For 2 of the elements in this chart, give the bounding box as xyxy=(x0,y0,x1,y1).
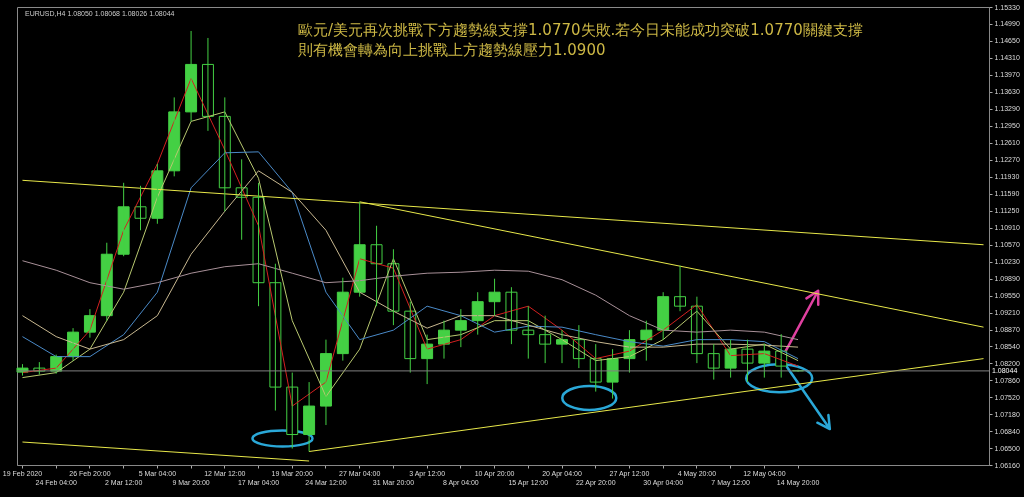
annotation: 則有機會轉為向上挑戰上方趨勢線壓力1.0900 xyxy=(298,41,606,59)
annotation: 歐元/美元再次挑戰下方趨勢線支撐1.0770失敗.若今日未能成功突破1.0770關鍵支撐 xyxy=(298,21,863,39)
